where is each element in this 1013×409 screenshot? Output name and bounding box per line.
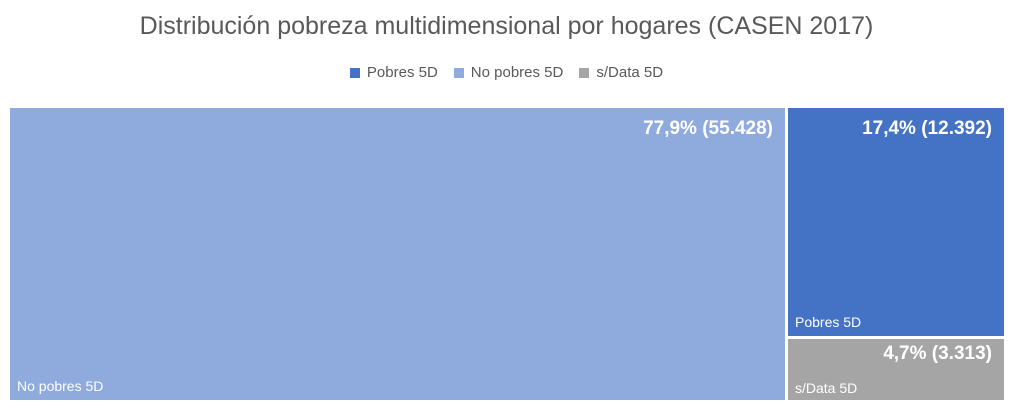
legend-label-no-pobres: No pobres 5D — [471, 64, 564, 81]
tile-value-no-pobres: 77,9% (55.428) — [643, 118, 773, 140]
legend-swatch-no-pobres — [454, 68, 464, 78]
tile-no-pobres: 77,9% (55.428) No pobres 5D — [10, 108, 785, 400]
legend-item-no-pobres: No pobres 5D — [454, 64, 564, 81]
tile-sin-data: 4,7% (3.313) s/Data 5D — [788, 339, 1004, 400]
legend-item-sin-data: s/Data 5D — [579, 64, 663, 81]
legend-label-pobres: Pobres 5D — [367, 64, 438, 81]
tile-pobres: 17,4% (12.392) Pobres 5D — [788, 108, 1004, 336]
legend-item-pobres: Pobres 5D — [350, 64, 438, 81]
treemap-plot: 77,9% (55.428) No pobres 5D 17,4% (12.39… — [10, 108, 1004, 400]
legend-label-sin-data: s/Data 5D — [596, 64, 663, 81]
tile-label-pobres: Pobres 5D — [795, 314, 861, 330]
tile-label-no-pobres: No pobres 5D — [17, 378, 103, 394]
legend-swatch-pobres — [350, 68, 360, 78]
tile-label-sin-data: s/Data 5D — [795, 380, 857, 396]
tile-value-sin-data: 4,7% (3.313) — [883, 343, 992, 365]
legend: Pobres 5D No pobres 5D s/Data 5D — [0, 64, 1013, 81]
chart-title: Distribución pobreza multidimensional po… — [0, 12, 1013, 41]
legend-swatch-sin-data — [579, 68, 589, 78]
tile-value-pobres: 17,4% (12.392) — [862, 118, 992, 140]
